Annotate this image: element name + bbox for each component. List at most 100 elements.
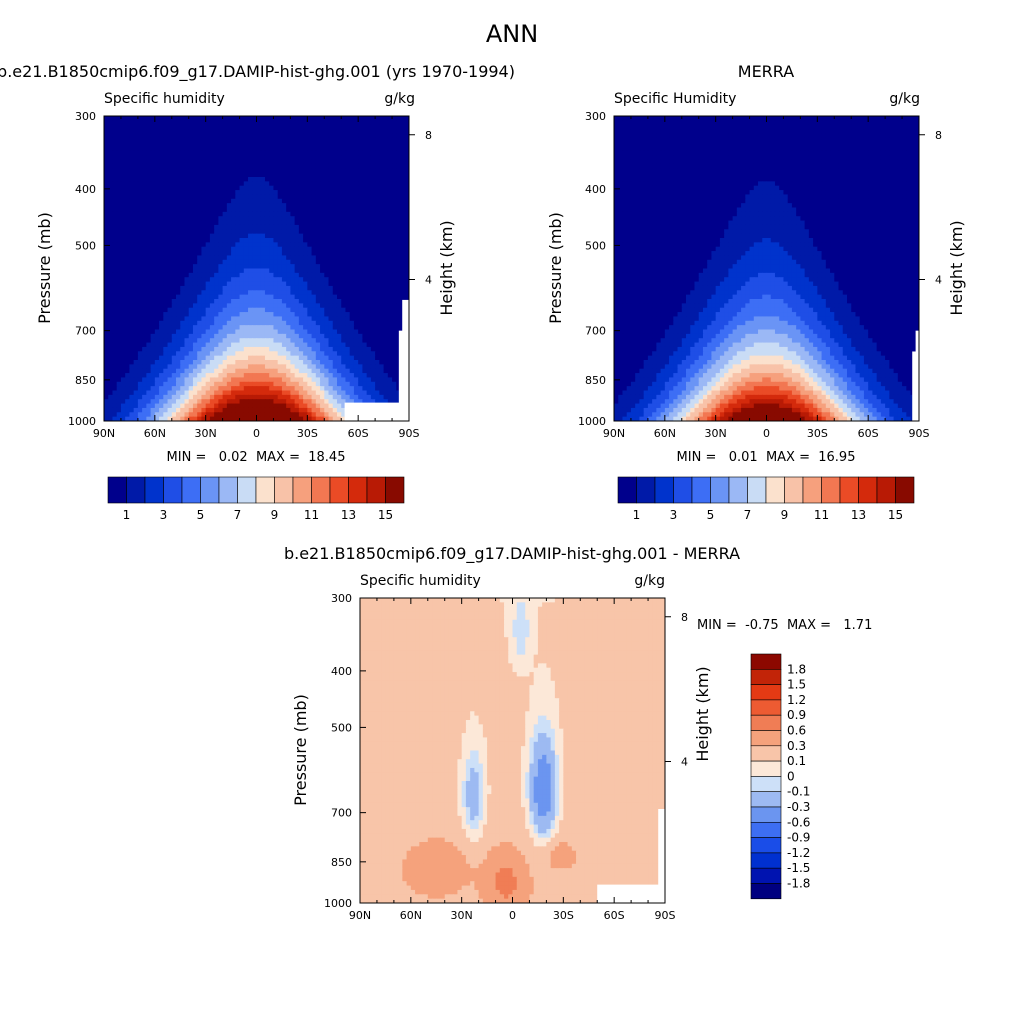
contour-cell [307, 185, 313, 191]
contour-cell [400, 216, 406, 222]
contour-cell [125, 242, 131, 248]
contour-cell [231, 325, 236, 331]
contour-cell [163, 155, 169, 161]
contour-cell [205, 255, 211, 261]
contour-cell [112, 116, 118, 121]
contour-cell [239, 316, 245, 322]
contour-cell [303, 129, 308, 135]
contour-cell [294, 325, 300, 331]
contour-cell [298, 238, 304, 243]
contour-cell [125, 220, 131, 226]
contour-cell [176, 242, 181, 248]
contour-cell [286, 285, 291, 291]
contour-cell [315, 155, 321, 161]
contour-cell [294, 403, 300, 409]
contour-cell [281, 194, 287, 200]
contour-cell [133, 146, 139, 152]
contour-cell [125, 285, 131, 291]
contour-cell [222, 129, 228, 135]
contour-cell [324, 329, 330, 335]
contour-cell [336, 172, 342, 178]
contour-cell [387, 277, 393, 283]
contour-cell [142, 290, 147, 296]
contour-cell [184, 351, 190, 357]
contour-cell [379, 316, 385, 322]
contour-cell [277, 194, 283, 200]
contour-cell [345, 220, 351, 226]
contour-cell [264, 146, 270, 152]
contour-cell [180, 255, 186, 261]
contour-cell [201, 416, 207, 421]
contour-cell [345, 303, 351, 309]
contour-cell [129, 242, 135, 248]
contour-cell [133, 403, 139, 409]
contour-cell [108, 373, 114, 379]
contour-cell [184, 307, 190, 313]
contour-cell [197, 255, 203, 261]
contour-cell [336, 220, 342, 226]
contour-cell [129, 333, 135, 339]
contour-cell [336, 242, 342, 248]
contour-cell [349, 251, 355, 257]
contour-cell [231, 264, 236, 270]
contour-cell [370, 190, 376, 196]
contour-cell [353, 325, 359, 331]
contour-cell [125, 381, 131, 387]
contour-cell [328, 181, 334, 187]
contour-cell [231, 320, 236, 326]
contour-cell [192, 381, 198, 387]
contour-cell [307, 290, 313, 296]
contour-cell [392, 294, 397, 300]
contour-cell [159, 329, 164, 335]
contour-cell [400, 290, 406, 296]
contour-cell [180, 172, 186, 178]
contour-cell [315, 198, 321, 204]
contour-cell [320, 142, 325, 148]
contour-cell [273, 242, 279, 248]
contour-cell [214, 251, 219, 257]
contour-cell [362, 294, 368, 300]
contour-cell [231, 216, 236, 222]
contour-cell [315, 281, 321, 287]
contour-cell [358, 129, 364, 135]
contour-cell [260, 351, 266, 357]
contour-cell [358, 155, 364, 161]
contour-cell [154, 185, 160, 191]
contour-cell [307, 320, 313, 326]
contour-cell [142, 325, 147, 331]
contour-cell [201, 233, 207, 239]
contour-cell [349, 255, 355, 261]
contour-cell [315, 346, 321, 352]
contour-cell [150, 198, 156, 204]
contour-cell [171, 159, 177, 165]
contour-cell [328, 190, 334, 196]
contour-cell [218, 142, 224, 148]
contour-cell [205, 264, 211, 270]
contour-cell [192, 259, 198, 265]
contour-cell [328, 133, 334, 139]
contour-cell [286, 133, 291, 139]
contour-cell [328, 351, 334, 357]
contour-cell [387, 268, 393, 274]
contour-cell [243, 325, 249, 331]
contour-cell [154, 416, 160, 421]
contour-cell [324, 320, 330, 326]
contour-cell [269, 207, 275, 213]
contour-cell [104, 412, 109, 418]
contour-cell [235, 220, 241, 226]
contour-cell [218, 281, 224, 287]
contour-cell [269, 338, 275, 344]
contour-cell [171, 150, 177, 156]
contour-cell [260, 194, 266, 200]
contour-cell [180, 181, 186, 187]
contour-cell [214, 381, 219, 387]
contour-cell [252, 150, 258, 156]
contour-cell [370, 381, 376, 387]
contour-cell [180, 403, 186, 409]
contour-cell [273, 399, 279, 405]
contour-cell [218, 346, 224, 352]
contour-cell [188, 255, 194, 261]
contour-cell [159, 277, 164, 283]
contour-cell [205, 360, 211, 365]
contour-cell [108, 320, 114, 326]
